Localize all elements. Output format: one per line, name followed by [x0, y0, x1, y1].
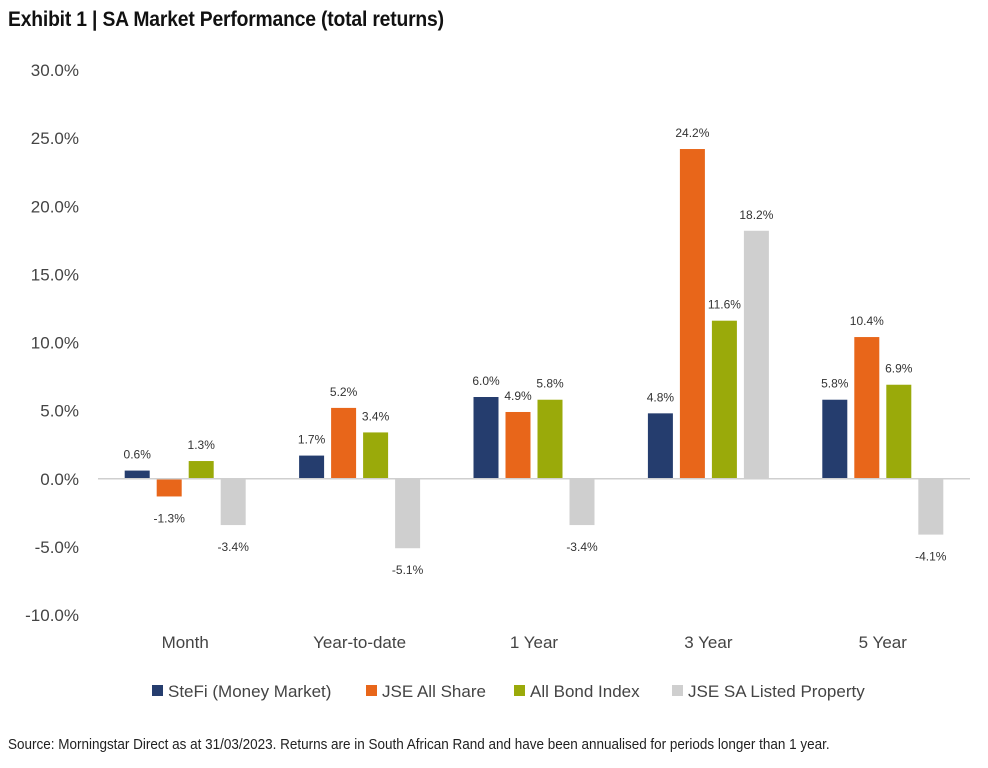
data-label: 6.0%	[472, 374, 500, 388]
y-axis: 30.0% 25.0% 20.0% 15.0% 10.0% 5.0% 0.0% -5.0% -1…	[25, 61, 79, 625]
data-label: 1.7%	[298, 433, 326, 447]
chart-title: Exhibit 1 | SA Market Performance (total…	[8, 8, 444, 31]
legend-swatch	[152, 685, 163, 696]
x-category-label: Year-to-date	[313, 633, 406, 652]
data-label: 11.6%	[708, 298, 741, 312]
data-label: -5.1%	[392, 563, 424, 577]
bar	[886, 384, 912, 479]
bar	[395, 478, 421, 549]
y-tick-label: 20.0%	[31, 197, 79, 216]
bar	[822, 399, 848, 479]
data-label: 5.8%	[536, 377, 564, 391]
data-label: 3.4%	[362, 409, 390, 423]
data-labels-group: 0.6% -1.3% 1.3% -3.4% 1.7% 5.2% 3.4% -5.1% 6.0% 4…	[124, 126, 947, 577]
bar	[711, 320, 737, 479]
y-tick-label: 5.0%	[40, 402, 79, 421]
data-label: 24.2%	[675, 126, 709, 140]
x-axis: Month Year-to-date 1 Year 3 Year 5 Year	[162, 633, 908, 652]
bar	[569, 478, 595, 526]
bar	[854, 337, 880, 479]
y-tick-label: 0.0%	[40, 470, 79, 489]
legend-label: SteFi (Money Market)	[168, 682, 331, 701]
bar-chart: 30.0% 25.0% 20.0% 15.0% 10.0% 5.0% 0.0% -5.0% -1…	[25, 61, 970, 701]
y-tick-label: -10.0%	[25, 606, 79, 625]
legend-label: All Bond Index	[530, 682, 640, 701]
bar	[473, 397, 499, 479]
y-tick-label: 30.0%	[31, 61, 79, 80]
x-category-label: Month	[162, 633, 209, 652]
bar	[220, 478, 246, 526]
source-note: Source: Morningstar Direct as at 31/03/2…	[8, 737, 830, 753]
bar	[156, 478, 182, 497]
data-label: 18.2%	[739, 208, 773, 222]
legend-swatch	[672, 685, 683, 696]
legend-label: JSE All Share	[382, 682, 486, 701]
bar	[505, 411, 531, 479]
legend-label: JSE SA Listed Property	[688, 682, 865, 701]
bar	[188, 461, 214, 479]
legend-swatch	[366, 685, 377, 696]
x-category-label: 3 Year	[684, 633, 733, 652]
bar	[331, 407, 357, 479]
data-label: 0.6%	[124, 448, 152, 462]
data-label: -3.4%	[218, 540, 250, 554]
bar	[124, 470, 150, 479]
data-label: 1.3%	[188, 438, 216, 452]
bar	[918, 478, 944, 535]
data-label: -4.1%	[915, 550, 947, 564]
x-category-label: 5 Year	[859, 633, 908, 652]
data-label: 5.2%	[330, 385, 358, 399]
x-category-label: 1 Year	[510, 633, 559, 652]
bar	[679, 149, 705, 479]
y-tick-label: -5.0%	[35, 538, 79, 557]
data-label: 5.8%	[821, 377, 849, 391]
bars-group	[124, 149, 944, 549]
bar	[299, 455, 325, 479]
legend-swatch	[514, 685, 525, 696]
data-label: -1.3%	[154, 511, 186, 525]
data-label: 4.8%	[647, 390, 675, 404]
data-label: -3.4%	[566, 540, 598, 554]
data-label: 6.9%	[885, 362, 913, 376]
y-tick-label: 10.0%	[31, 334, 79, 353]
data-label: 10.4%	[850, 314, 884, 328]
y-tick-label: 25.0%	[31, 129, 79, 148]
legend: SteFi (Money Market) JSE All Share All Bon…	[152, 682, 865, 701]
bar	[743, 230, 769, 479]
bar	[537, 399, 563, 479]
data-label: 4.9%	[504, 389, 532, 403]
bar	[647, 413, 673, 479]
bar	[363, 432, 389, 479]
y-tick-label: 15.0%	[31, 265, 79, 284]
